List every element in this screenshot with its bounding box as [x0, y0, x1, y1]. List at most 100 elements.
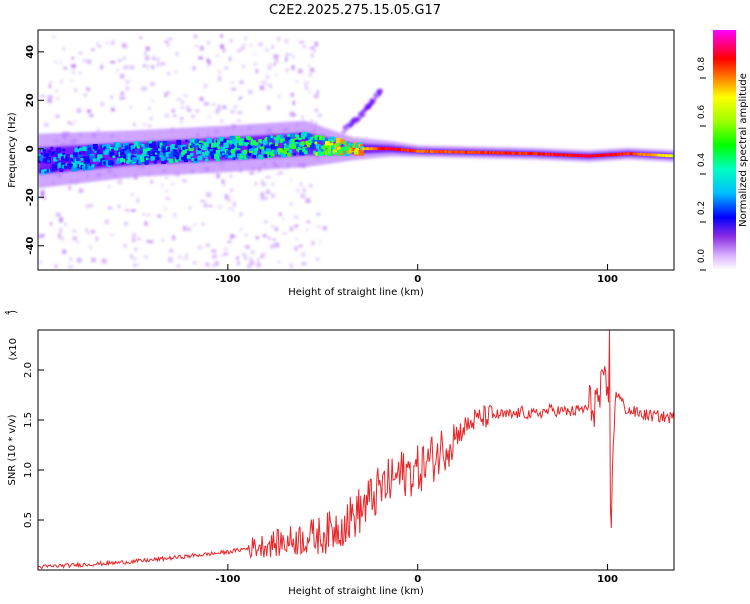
ridge-core [132, 157, 138, 162]
ridge-column [281, 133, 283, 158]
noise-pixel [239, 96, 242, 100]
ridge-core [92, 158, 97, 162]
ridge-core [79, 152, 82, 155]
branch-pixel [366, 103, 370, 107]
noise-pixel [161, 183, 164, 188]
noise-pixel [142, 86, 147, 91]
noise-pixel [229, 174, 233, 178]
noise-pixel [237, 98, 241, 101]
ridge-column [103, 143, 106, 169]
noise-pixel [150, 116, 153, 121]
noise-pixel [55, 89, 58, 93]
noise-pixel [315, 257, 320, 261]
colorbar-tick-label: 0.6 [697, 105, 707, 120]
noise-pixel [267, 66, 272, 70]
noise-pixel [212, 172, 215, 175]
noise-pixel [129, 105, 133, 109]
noise-pixel [125, 209, 130, 212]
ridge-core [287, 134, 291, 138]
branch-pixel [377, 92, 381, 96]
noise-pixel [173, 213, 177, 216]
snr-y-tick-label: 0.5 [23, 512, 34, 528]
noise-pixel [77, 109, 80, 114]
noise-pixel [232, 234, 236, 238]
ridge-core [264, 154, 269, 158]
noise-pixel [267, 236, 271, 241]
noise-pixel [164, 113, 170, 118]
noise-pixel [215, 108, 220, 114]
noise-pixel [167, 71, 170, 76]
branch-pixel [342, 130, 346, 134]
branch-pixel [370, 98, 374, 102]
noise-pixel [143, 255, 149, 259]
noise-pixel [100, 101, 104, 107]
ridge-core [168, 153, 173, 158]
noise-pixel [249, 260, 255, 266]
noise-pixel [111, 107, 115, 112]
ridge-core [217, 141, 221, 145]
noise-pixel [262, 234, 267, 238]
noise-pixel [310, 46, 315, 50]
ridge-core [176, 152, 180, 156]
colorbar-tick-label: 0.4 [697, 153, 707, 168]
noise-pixel [68, 185, 71, 191]
ridge-column [170, 140, 173, 164]
noise-pixel [126, 64, 129, 70]
branch-pixel [378, 91, 382, 95]
noise-pixel [222, 48, 226, 53]
noise-pixel [228, 207, 231, 210]
noise-pixel [292, 55, 295, 59]
noise-pixel [179, 120, 183, 124]
noise-pixel [273, 62, 276, 67]
noise-pixel [214, 261, 219, 266]
ridge-core [167, 141, 170, 145]
noise-pixel [164, 40, 169, 44]
noise-pixel [144, 56, 150, 61]
ridge-core [288, 149, 293, 154]
ridge-core [229, 140, 233, 144]
noise-pixel [144, 221, 148, 226]
ridge-core [221, 152, 225, 156]
branch-pixel [351, 121, 355, 125]
ridge-column [279, 133, 282, 158]
noise-pixel [133, 175, 138, 180]
noise-pixel [134, 247, 138, 252]
noise-pixel [310, 119, 313, 124]
noise-pixel [220, 120, 224, 123]
ridge-core [85, 158, 91, 164]
ridge-core [241, 138, 244, 141]
noise-pixel [180, 117, 184, 120]
noise-pixel [131, 209, 136, 212]
ridge-column [246, 136, 249, 160]
noise-pixel [155, 64, 160, 68]
noise-pixel [282, 232, 287, 235]
noise-pixel [229, 38, 233, 43]
colorbar-tick-label: 0.8 [697, 57, 707, 72]
noise-pixel [256, 262, 261, 268]
noise-pixel [95, 236, 99, 242]
spectrogram-x-ticks: -100 0 100 [215, 264, 618, 285]
ridge-core [189, 152, 194, 157]
noise-pixel [208, 61, 211, 65]
snr-y-tick-label: 1.5 [23, 412, 34, 428]
ridge-core [279, 134, 284, 139]
noise-pixel [166, 91, 171, 94]
noise-pixel [87, 59, 92, 65]
noise-pixel [39, 261, 42, 264]
noise-pixel [131, 193, 134, 196]
spectrogram-y-ticks: -40 -20 0 20 40 [25, 45, 44, 255]
branch-pixel [352, 119, 356, 123]
ridge-core [274, 143, 278, 147]
noise-pixel [172, 216, 177, 219]
noise-pixel [316, 89, 319, 95]
noise-pixel [96, 41, 99, 46]
noise-pixel [50, 222, 53, 226]
noise-pixel [274, 58, 279, 63]
noise-pixel [310, 53, 314, 58]
snr-x-tick-label: 100 [597, 574, 618, 585]
noise-pixel [192, 261, 197, 265]
noise-pixel [85, 87, 89, 91]
ridge-core [141, 144, 145, 148]
ridge-core [215, 157, 220, 162]
noise-pixel [303, 44, 306, 48]
